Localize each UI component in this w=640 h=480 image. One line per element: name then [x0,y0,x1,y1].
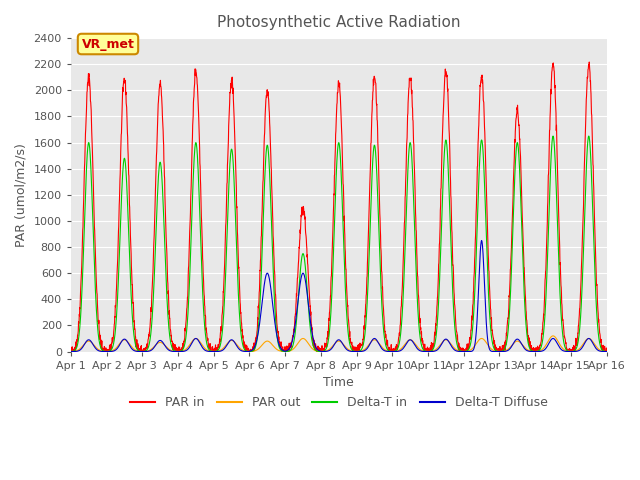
PAR out [67,348,75,354]
Delta-T Diffuse [570,348,578,354]
Delta-T in [354,348,362,354]
PAR in [586,59,593,65]
Delta-T in [366,239,374,245]
PAR out [549,333,557,339]
PAR out [366,341,374,347]
Y-axis label: PAR (umol/m2/s): PAR (umol/m2/s) [15,143,28,247]
Delta-T Diffuse [366,342,374,348]
Delta-T Diffuse [216,348,224,354]
PAR in [603,348,611,354]
Delta-T in [494,348,502,354]
Delta-T in [603,348,611,354]
PAR out [603,348,611,354]
PAR in [366,180,374,185]
Delta-T in [585,133,593,139]
Delta-T in [67,348,75,354]
X-axis label: Time: Time [323,376,354,389]
PAR in [216,329,224,335]
PAR in [556,236,563,241]
PAR out [216,348,224,353]
Line: PAR out: PAR out [71,336,607,351]
Legend: PAR in, PAR out, Delta-T in, Delta-T Diffuse: PAR in, PAR out, Delta-T in, Delta-T Dif… [125,391,553,414]
Delta-T Diffuse [603,348,611,354]
PAR in [570,348,578,353]
Delta-T Diffuse [495,348,502,354]
Line: Delta-T Diffuse: Delta-T Diffuse [71,240,607,351]
Line: Delta-T in: Delta-T in [71,136,607,351]
Text: VR_met: VR_met [81,37,134,50]
Delta-T Diffuse [67,348,75,354]
PAR in [67,348,75,354]
PAR out [494,348,502,354]
Line: PAR in: PAR in [71,62,607,351]
Delta-T Diffuse [556,345,563,350]
Delta-T Diffuse [477,238,485,243]
PAR in [495,347,502,352]
Delta-T Diffuse [354,348,362,354]
Title: Photosynthetic Active Radiation: Photosynthetic Active Radiation [217,15,460,30]
Delta-T in [216,343,224,348]
Delta-T in [570,348,578,354]
PAR in [355,346,362,351]
Delta-T in [556,273,563,278]
PAR out [570,348,578,354]
PAR out [354,348,362,354]
PAR in [67,347,75,353]
PAR out [556,341,563,347]
